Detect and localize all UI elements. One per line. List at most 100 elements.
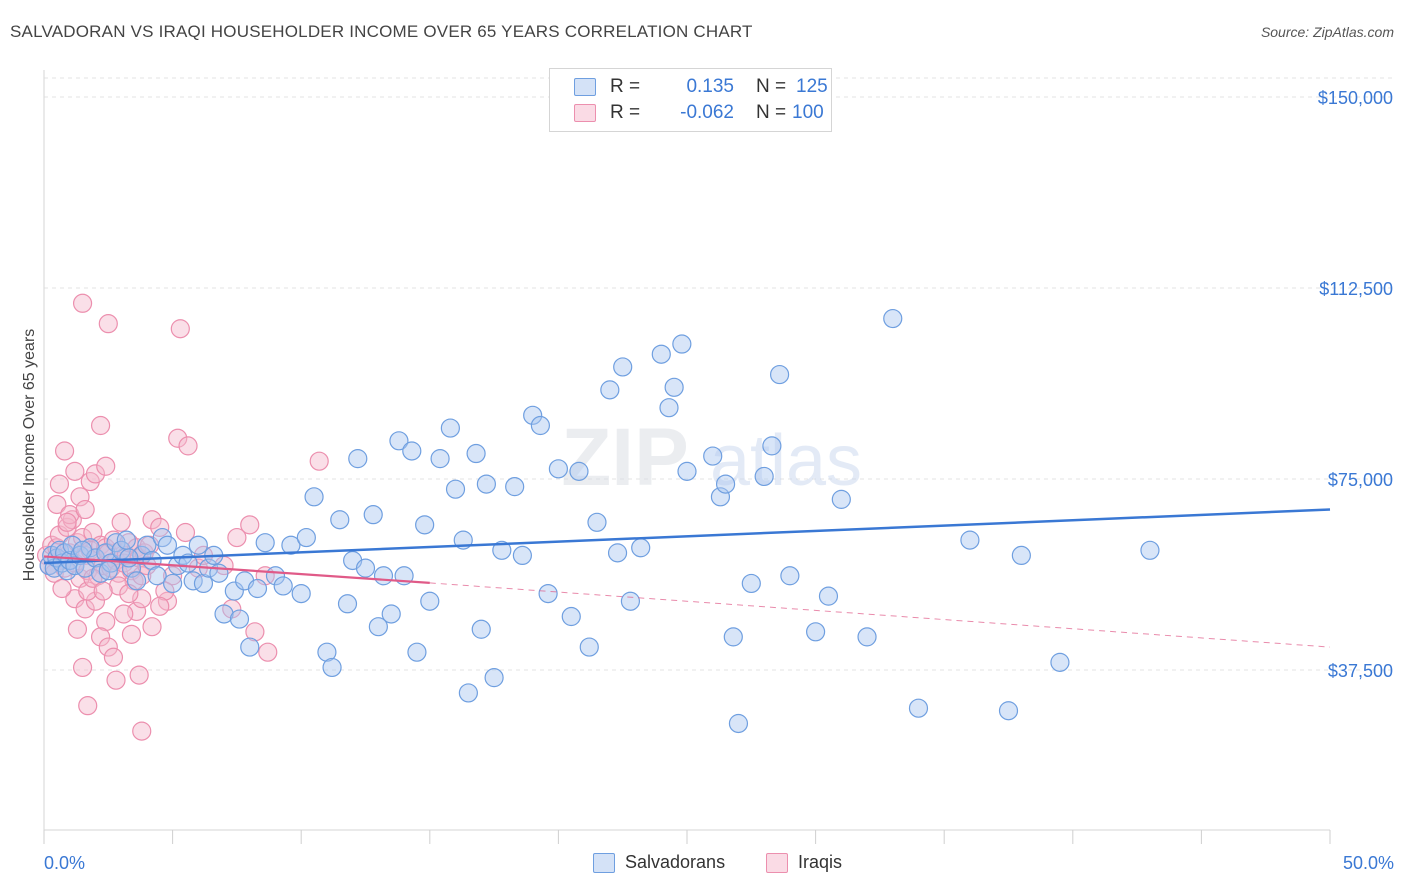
iraqi-point: [78, 581, 98, 601]
iraqi-trend-line: [43, 555, 430, 585]
legend-n-value: 100: [792, 102, 824, 123]
salvadoran-point: [415, 515, 435, 535]
salvadoran-point: [273, 576, 293, 596]
salvadoran-point: [960, 530, 980, 550]
salvadoran-point: [337, 594, 358, 614]
salvadoran-trend-line: [43, 508, 1331, 565]
salvadoran-point: [407, 642, 427, 662]
salvadoran-point: [631, 538, 651, 558]
salvadoran-point: [476, 474, 496, 494]
iraqi-point: [90, 415, 111, 436]
legend-r-value: -0.062: [680, 102, 734, 123]
legend-r-value: 0.135: [686, 76, 734, 97]
iraqi-point: [75, 499, 95, 520]
salvadoran-point: [229, 609, 250, 629]
iraqi-point: [67, 619, 88, 639]
watermark-zip: ZIP: [561, 412, 689, 503]
iraqi-point: [178, 436, 198, 456]
legend-row-iraqis: R = -0.062 N = 100: [574, 102, 824, 124]
salvadoran-point: [600, 380, 620, 400]
iraqis-swatch: [766, 852, 788, 873]
iraqi-point: [62, 510, 82, 530]
legend-r-label: R =: [610, 102, 641, 123]
salvadoran-point: [240, 637, 260, 657]
legend-swatch-pink: [574, 104, 596, 122]
iraqi-point: [111, 512, 131, 532]
salvadoran-point: [1050, 652, 1070, 672]
iraqi-point: [85, 591, 106, 611]
salvadoran-point: [368, 617, 388, 637]
salvadoran-point: [193, 573, 214, 594]
iraqi-point: [114, 604, 134, 624]
legend-row-salvadorans: R = 0.135 N = 125: [574, 76, 828, 98]
legend-n-value: 125: [796, 76, 828, 97]
salvadoran-point: [523, 405, 543, 425]
salvadoran-point: [188, 535, 208, 555]
salvadoran-point: [677, 461, 697, 481]
salvadoran-point: [1140, 540, 1160, 560]
iraqi-point: [72, 657, 93, 678]
iraqi-point: [108, 576, 129, 596]
iraqi-point: [258, 642, 278, 662]
salvadoran-point: [214, 604, 234, 624]
salvadoran-point: [548, 459, 569, 479]
iraqi-point: [309, 451, 329, 471]
salvadoran-point: [620, 591, 641, 611]
salvadoran-point: [348, 449, 368, 469]
salvadoran-point: [147, 566, 167, 586]
salvadoran-point: [505, 477, 525, 497]
iraqi-point: [57, 512, 77, 532]
iraqi-point: [52, 578, 72, 599]
iraqi-point: [65, 461, 85, 481]
salvadoran-point: [224, 581, 244, 601]
salvadoran-point: [769, 364, 790, 385]
salvadoran-point: [723, 627, 743, 647]
iraqi-point: [137, 555, 157, 576]
salvadoran-point: [101, 553, 121, 573]
salvadoran-point: [883, 308, 903, 329]
tick-labels: $37,500 $75,000 $112,500 $150,000 0.0% 50.0%: [44, 88, 1394, 873]
salvadoran-point: [492, 540, 512, 560]
y-tick-label: $75,000: [1328, 470, 1393, 490]
legend-n-label: N =: [756, 102, 787, 123]
iraqi-point: [93, 581, 113, 601]
y-tick-label: $150,000: [1318, 88, 1393, 108]
iraqis-label: Iraqis: [798, 852, 843, 872]
salvadoran-point: [672, 334, 692, 354]
salvadoran-point: [355, 558, 376, 578]
salvadoran-point: [664, 377, 684, 397]
iraqi-point: [49, 474, 70, 494]
iraqi-point: [121, 624, 142, 644]
iraqi-point: [60, 505, 80, 525]
salvadoran-point: [831, 489, 851, 509]
iraqi-point: [70, 487, 90, 507]
salvadoran-point: [741, 573, 761, 594]
salvadoran-point: [857, 627, 877, 647]
salvadoran-point: [762, 436, 782, 456]
salvadoran-point: [710, 487, 731, 507]
salvadoran-point: [373, 566, 394, 586]
salvadoran-point: [754, 466, 774, 487]
salvadoran-point: [561, 606, 581, 627]
salvadoran-point: [651, 344, 671, 364]
salvadoran-point: [322, 657, 342, 678]
iraqi-point: [163, 566, 183, 586]
salvadoran-point: [466, 443, 486, 464]
salvadoran-point: [126, 571, 147, 591]
salvadoran-point: [291, 583, 311, 604]
salvadoran-point: [247, 578, 268, 599]
salvadoran-point: [317, 642, 337, 662]
salvadoran-point: [780, 566, 800, 586]
salvadoran-point: [420, 591, 440, 611]
iraqi-point: [103, 647, 124, 667]
iraqi-point: [98, 637, 118, 657]
salvadoran-point: [908, 698, 929, 718]
salvadoran-point: [430, 449, 450, 469]
salvadoran-point: [579, 637, 599, 657]
salvadoran-point: [512, 545, 532, 566]
salvadoran-point: [805, 622, 826, 642]
salvadoran-point: [484, 668, 504, 688]
salvadoran-point: [538, 583, 558, 604]
chart-title: SALVADORAN VS IRAQI HOUSEHOLDER INCOME O…: [10, 22, 753, 41]
